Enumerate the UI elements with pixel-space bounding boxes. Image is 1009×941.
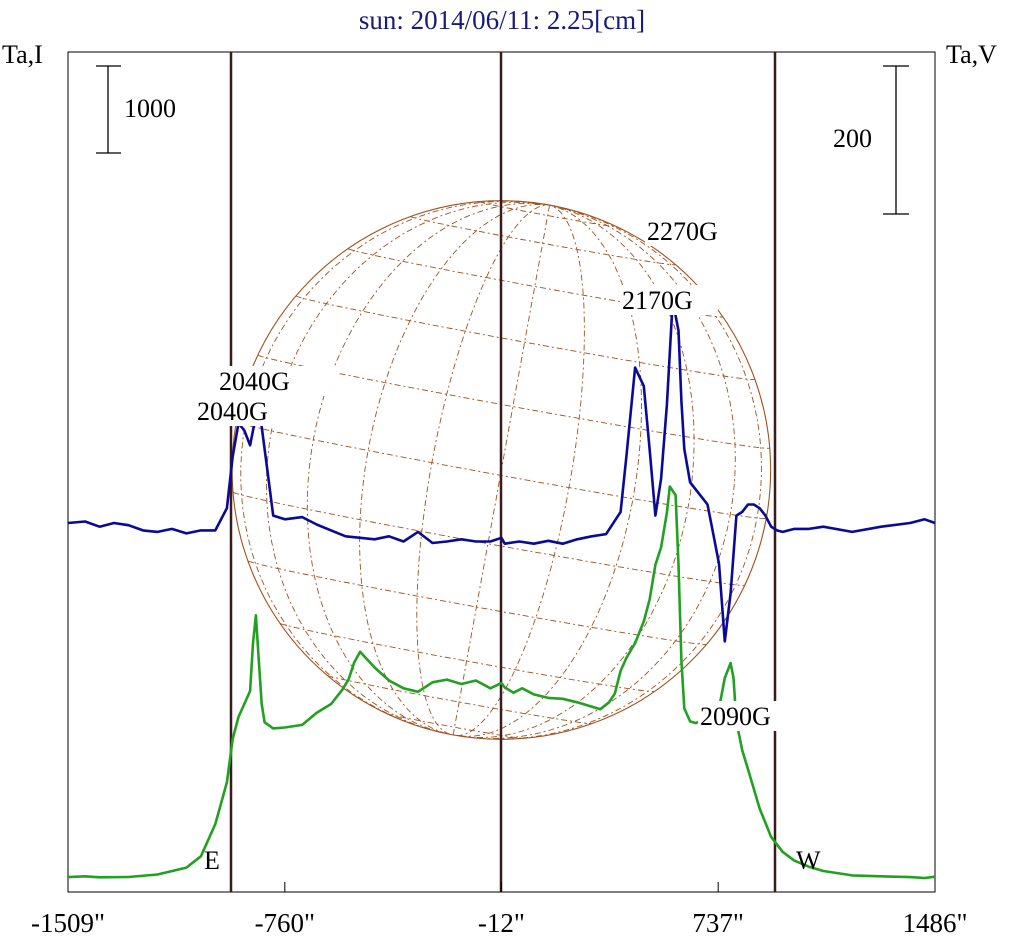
grid-parallel	[233, 491, 745, 586]
annotation-label: 2040G	[219, 367, 290, 396]
grid-meridian	[480, 204, 762, 740]
annotation-label: 2040G	[197, 397, 268, 426]
grid-parallel	[478, 201, 617, 228]
grid-parallel	[386, 713, 523, 739]
x-tick-label: 1486"	[902, 908, 967, 938]
scale-bar-left	[96, 65, 121, 154]
annotations: 2040G 2040G 2270G 2170G 2090G	[195, 216, 796, 731]
scale-bar-left-label: 1000	[124, 94, 176, 123]
y-axis-label-right: Ta,V	[946, 40, 997, 69]
grid-meridian	[462, 204, 695, 738]
grid-parallel	[279, 623, 655, 693]
grid-parallel	[410, 216, 676, 266]
data-series	[67, 299, 936, 880]
grid-parallel	[327, 675, 592, 725]
grid-meridian	[456, 204, 585, 736]
chart-title: sun: 2014/06/11: 2.25[cm]	[359, 5, 645, 35]
x-ticks: -1509" -760" -12" 737" 1486"	[31, 882, 968, 938]
x-tick-label: -1509"	[31, 908, 105, 938]
scale-bar-right	[883, 65, 909, 215]
series-line-ta-v	[67, 299, 936, 643]
x-tick-label: -760"	[255, 908, 316, 938]
grid-meridian	[306, 202, 550, 734]
limb-label-west: W	[796, 846, 821, 875]
grid-meridian	[416, 204, 550, 735]
series-line-ta-i	[67, 485, 936, 880]
annotation-label: 2170G	[622, 286, 693, 315]
x-tick-label: -12"	[478, 908, 525, 938]
x-tick-label: 737"	[692, 908, 744, 938]
annotation-bg	[645, 216, 743, 246]
grid-parallel	[247, 560, 707, 645]
annotation-bg	[698, 701, 796, 731]
grid-meridian	[359, 204, 550, 734]
annotation-label: 2090G	[700, 702, 771, 731]
scale-bar-right-label: 200	[833, 124, 872, 153]
annotation-bg	[215, 366, 337, 396]
annotation-bg	[195, 396, 295, 426]
annotation-bg	[620, 285, 718, 315]
grid-meridian	[460, 204, 642, 737]
limb-label-east: E	[204, 846, 220, 875]
grid-parallel	[257, 354, 770, 449]
grid-meridian	[465, 204, 736, 740]
grid-parallel	[295, 295, 756, 381]
y-axis-label-left: Ta,I	[2, 40, 43, 69]
annotation-label: 2270G	[647, 217, 718, 246]
